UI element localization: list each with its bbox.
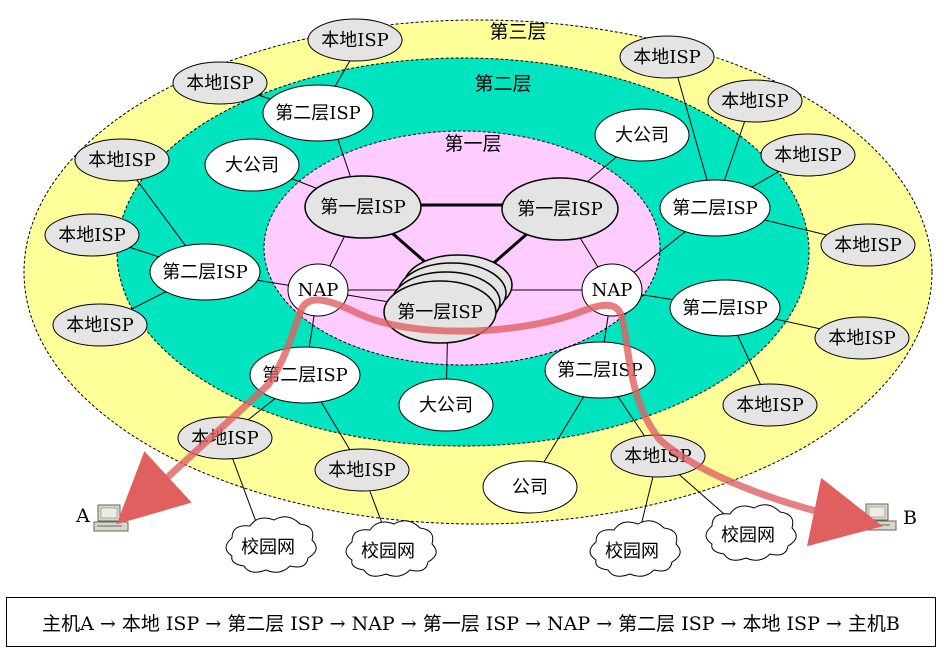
local-isp-node: [619, 35, 715, 79]
tier2-isp-label: 第二层ISP: [275, 103, 361, 124]
big-company-label: 大公司: [225, 155, 279, 176]
local-isp-node: [44, 213, 140, 257]
campus-cloud: [225, 516, 317, 573]
isp-hierarchy-diagram: 第三层 第二层 第一层: [23, 18, 933, 577]
campus-label: 校园网: [721, 525, 775, 546]
big-company-label: 大公司: [419, 395, 473, 416]
big-company-node: [594, 108, 690, 162]
local-isp-label: 本地ISP: [321, 30, 389, 51]
local-isp-nodes: [44, 18, 916, 492]
tier2-label: 第二层: [474, 73, 531, 95]
local-isp-label: 本地ISP: [328, 460, 396, 481]
local-isp-node: [820, 223, 916, 267]
local-isp-label: 本地ISP: [736, 395, 804, 416]
tier2-isp-node: [249, 346, 361, 404]
big-company-node: [398, 378, 494, 432]
company-nodes: [204, 108, 690, 514]
tier3-label: 第三层: [489, 21, 546, 43]
local-isp-label: 本地ISP: [58, 225, 126, 246]
local-isp-node: [314, 448, 410, 492]
local-isp-node: [707, 79, 803, 123]
tier2-isp-label: 第二层ISP: [682, 298, 768, 319]
tier1-isp-label: 第一层ISP: [397, 302, 483, 323]
tier2-isp-label: 第二层ISP: [262, 365, 348, 386]
host-a-computer-icon: [93, 504, 129, 532]
local-isp-label: 本地ISP: [633, 47, 701, 68]
local-isp-label: 本地ISP: [66, 315, 134, 336]
route-path-upper: [296, 296, 883, 547]
tier2-isp-node: [659, 179, 771, 237]
campus-cloud: [589, 520, 681, 577]
campus-networks: [225, 504, 797, 577]
tier2-isp-nodes: [149, 84, 781, 404]
tier1-isp-node: [501, 177, 619, 241]
campus-label: 校园网: [241, 537, 295, 558]
tier1-isp-node: [304, 175, 422, 239]
local-isp-label: 本地ISP: [828, 328, 896, 349]
campus-cloud: [705, 504, 797, 561]
tier2-isp-node: [669, 279, 781, 337]
local-isp-label: 本地ISP: [88, 150, 156, 171]
nap-label: NAP: [592, 280, 633, 301]
local-isp-label: 本地ISP: [186, 73, 254, 94]
tier2-isp-node: [262, 84, 374, 142]
tier2-isp-node: [149, 243, 261, 301]
local-isp-label: 本地ISP: [721, 91, 789, 112]
local-isp-node: [172, 61, 268, 105]
company-node: [482, 460, 578, 514]
local-isp-node: [722, 383, 818, 427]
tier1-label: 第一层: [444, 133, 501, 155]
campus-label: 校园网: [605, 541, 659, 562]
local-isp-node: [52, 303, 148, 347]
tier2-isp-label: 第二层ISP: [557, 360, 643, 381]
local-isp-label: 本地ISP: [774, 145, 842, 166]
big-company-label: 大公司: [615, 125, 669, 146]
company-label: 公司: [512, 477, 548, 498]
route-summary: 主机A → 本地 ISP → 第二层 ISP → NAP → 第一层 ISP →…: [6, 597, 936, 647]
route-path: [116, 309, 304, 525]
host-b-computer-icon: [861, 503, 897, 531]
tier2-isp-label: 第二层ISP: [672, 198, 758, 219]
tier1-isp-label: 第一层ISP: [320, 197, 406, 218]
local-isp-label: 本地ISP: [834, 235, 902, 256]
local-isp-node: [307, 18, 403, 62]
campus-label: 校园网: [361, 541, 415, 562]
campus-cloud: [345, 520, 437, 577]
local-isp-node: [760, 133, 856, 177]
local-isp-node: [74, 138, 170, 182]
tier1-isp-label: 第一层ISP: [517, 199, 603, 220]
tier2-isp-label: 第二层ISP: [162, 262, 248, 283]
host-b-label: B: [903, 507, 917, 529]
nap-label: NAP: [298, 280, 339, 301]
host-a-label: A: [75, 505, 90, 527]
local-isp-node: [814, 316, 910, 360]
big-company-node: [204, 138, 300, 192]
